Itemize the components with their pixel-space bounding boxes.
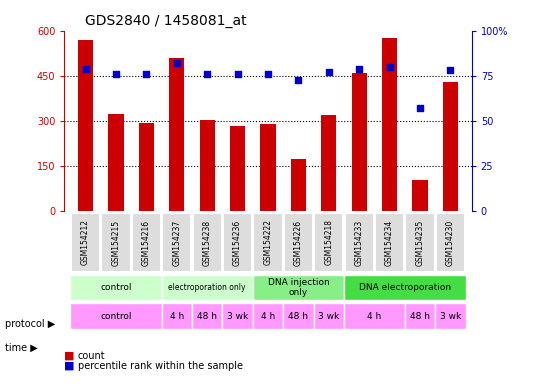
Text: GSM154238: GSM154238	[203, 219, 212, 265]
Bar	[412, 180, 428, 212]
Text: percentile rank within the sample: percentile rank within the sample	[78, 361, 243, 371]
Text: 48 h: 48 h	[197, 311, 217, 321]
Text: 4 h: 4 h	[261, 311, 275, 321]
Point	[142, 71, 151, 77]
Bar	[382, 38, 397, 212]
Bar	[291, 159, 306, 212]
FancyBboxPatch shape	[253, 303, 283, 329]
FancyBboxPatch shape	[405, 213, 435, 272]
Text: 3 wk: 3 wk	[318, 311, 339, 321]
Bar	[169, 58, 184, 212]
Point	[233, 71, 242, 77]
Text: protocol ▶: protocol ▶	[5, 319, 56, 329]
Text: GDS2840 / 1458081_at: GDS2840 / 1458081_at	[85, 14, 247, 28]
FancyBboxPatch shape	[344, 275, 466, 300]
FancyBboxPatch shape	[101, 213, 131, 272]
Bar	[260, 124, 276, 212]
Text: DNA injection
only: DNA injection only	[267, 278, 329, 297]
Point	[355, 66, 363, 72]
Text: GSM154216: GSM154216	[142, 219, 151, 265]
FancyBboxPatch shape	[161, 303, 192, 329]
Text: ■: ■	[64, 361, 75, 371]
Point	[264, 71, 272, 77]
Text: GSM154230: GSM154230	[446, 219, 455, 266]
Text: 4 h: 4 h	[367, 311, 382, 321]
Text: 48 h: 48 h	[288, 311, 308, 321]
Text: GSM154212: GSM154212	[81, 219, 90, 265]
Point	[416, 105, 425, 111]
FancyBboxPatch shape	[70, 303, 161, 329]
FancyBboxPatch shape	[253, 275, 344, 300]
FancyBboxPatch shape	[345, 213, 374, 272]
Point	[385, 64, 394, 70]
Bar	[321, 115, 337, 212]
FancyBboxPatch shape	[71, 213, 100, 272]
Text: GSM154236: GSM154236	[233, 219, 242, 266]
FancyBboxPatch shape	[283, 303, 314, 329]
Bar	[199, 119, 215, 212]
Text: GSM154234: GSM154234	[385, 219, 394, 266]
Point	[446, 68, 455, 74]
Bar	[230, 126, 245, 212]
FancyBboxPatch shape	[314, 303, 344, 329]
FancyBboxPatch shape	[222, 303, 253, 329]
FancyBboxPatch shape	[162, 213, 191, 272]
FancyBboxPatch shape	[375, 213, 404, 272]
Text: GSM154215: GSM154215	[111, 219, 121, 265]
Text: electroporation only: electroporation only	[168, 283, 246, 292]
Text: 3 wk: 3 wk	[227, 311, 248, 321]
Point	[173, 60, 181, 66]
Point	[81, 66, 90, 72]
Bar	[443, 82, 458, 212]
Point	[111, 71, 120, 77]
FancyBboxPatch shape	[132, 213, 161, 272]
Text: ■: ■	[64, 351, 75, 361]
Bar	[78, 40, 93, 212]
Text: 3 wk: 3 wk	[440, 311, 461, 321]
FancyBboxPatch shape	[254, 213, 282, 272]
FancyBboxPatch shape	[192, 213, 222, 272]
FancyBboxPatch shape	[436, 213, 465, 272]
Text: GSM154237: GSM154237	[172, 219, 181, 266]
FancyBboxPatch shape	[435, 303, 466, 329]
Text: count: count	[78, 351, 106, 361]
FancyBboxPatch shape	[161, 275, 253, 300]
Bar	[352, 73, 367, 212]
Text: GSM154235: GSM154235	[415, 219, 425, 266]
FancyBboxPatch shape	[223, 213, 252, 272]
Point	[324, 69, 333, 75]
Text: control: control	[100, 283, 132, 292]
Text: GSM154222: GSM154222	[264, 219, 272, 265]
Text: 4 h: 4 h	[170, 311, 184, 321]
Text: 48 h: 48 h	[410, 311, 430, 321]
FancyBboxPatch shape	[405, 303, 435, 329]
Text: DNA electroporation: DNA electroporation	[359, 283, 451, 292]
Text: GSM154226: GSM154226	[294, 219, 303, 265]
Text: time ▶: time ▶	[5, 343, 38, 353]
Text: GSM154233: GSM154233	[355, 219, 364, 266]
Text: control: control	[100, 311, 132, 321]
FancyBboxPatch shape	[284, 213, 313, 272]
FancyBboxPatch shape	[70, 275, 161, 300]
Text: GSM154218: GSM154218	[324, 219, 333, 265]
FancyBboxPatch shape	[192, 303, 222, 329]
Point	[294, 76, 303, 83]
FancyBboxPatch shape	[344, 303, 405, 329]
Bar	[139, 122, 154, 212]
Bar	[108, 114, 124, 212]
FancyBboxPatch shape	[314, 213, 344, 272]
Point	[203, 71, 212, 77]
